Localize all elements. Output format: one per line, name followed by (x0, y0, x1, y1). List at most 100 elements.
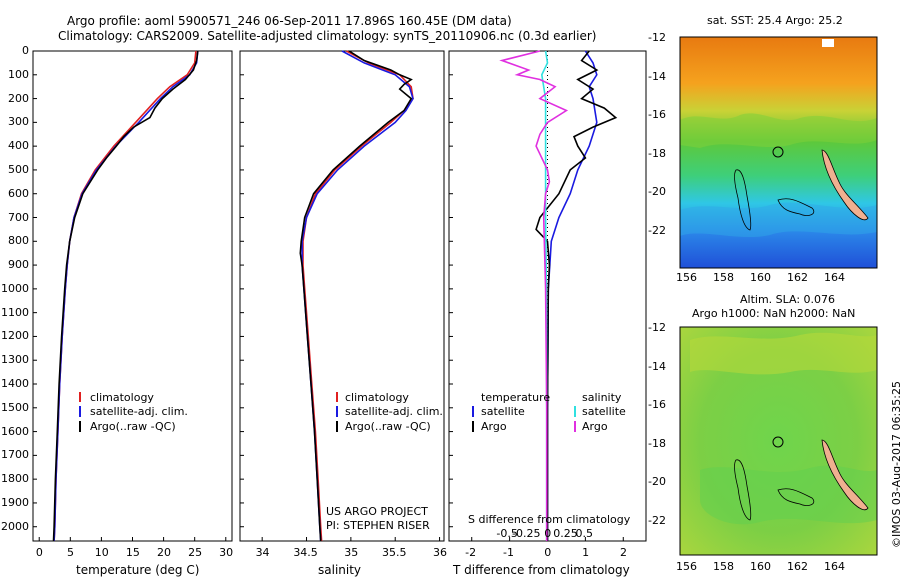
x-tick-label: 35 (344, 546, 359, 559)
diff-legend-sal-argo: Argo (582, 420, 608, 433)
depth-axis (33, 50, 453, 528)
sst-map-frame (679, 36, 878, 269)
map-lon-tick-label: 164 (824, 271, 845, 284)
x-tick-label: 34.5 (293, 546, 318, 559)
salinity-series (299, 50, 414, 542)
map-lat-tick-label: -18 (648, 436, 666, 450)
x-tick-label: 20 (156, 546, 171, 559)
x-tick-label: 15 (125, 546, 140, 559)
depth-tick-label: 1800 (1, 472, 29, 486)
title-line-2: Climatology: CARS2009. Satellite-adjuste… (58, 29, 597, 43)
map-lon-tick-label: 158 (713, 560, 734, 573)
difference-series (499, 50, 618, 541)
map-lat-tick-label: -12 (648, 321, 666, 334)
sal-legend-satellite: satellite-adj. clim. (345, 405, 443, 418)
map-lat-tick-label: -18 (648, 146, 666, 160)
sal-legend-climatology: climatology (345, 391, 409, 404)
depth-tick-label: 1000 (1, 281, 29, 295)
depth-tick-label: 1400 (1, 377, 29, 390)
depth-tick-label: 500 (8, 162, 29, 176)
diff-legend-swatches (472, 406, 576, 432)
depth-tick-label: 1300 (1, 353, 29, 367)
t-diff-tick-label: -2 (465, 546, 477, 559)
x-tick-label: 30 (219, 546, 234, 559)
sst-map-title: sat. SST: 25.4 Argo: 25.2 (707, 14, 843, 27)
map-lon-tick-label: 164 (824, 560, 845, 573)
depth-tick-label: 0 (22, 44, 29, 57)
map-lon-tick-label: 156 (676, 560, 697, 573)
t-diff-tick-label: 2 (619, 546, 627, 559)
map-lon-tick-label: 160 (750, 560, 771, 573)
title-line-1: Argo profile: aoml 5900571_246 06-Sep-20… (67, 14, 512, 28)
map-lon-tick-label: 162 (787, 271, 808, 284)
credits-project: US ARGO PROJECT (326, 505, 428, 518)
map-lat-tick-label: -14 (648, 359, 666, 373)
depth-tick-label: 1500 (1, 400, 29, 414)
x-tick-label: 5 (67, 546, 74, 559)
diff-legend-temp-argo: Argo (481, 420, 507, 433)
x-tick-label: 0 (35, 546, 43, 559)
s-diff-tick-label: 0 (544, 527, 552, 540)
s-diff-tick-label: 0.25 (553, 527, 578, 540)
diff-legend-sal-title: salinity (582, 391, 622, 404)
salinity-x-axis (261, 537, 441, 541)
depth-tick-label: 2000 (1, 519, 29, 533)
map-lon-tick-label: 162 (787, 560, 808, 573)
x-tick-label: 10 (94, 546, 109, 559)
temp-legend-argo: Argo(..raw -QC) (90, 420, 176, 433)
credits-pi: PI: STEPHEN RISER (326, 519, 430, 532)
temperature-panel-frame (32, 50, 233, 542)
temperature-axis-label: temperature (deg C) (76, 563, 200, 577)
depth-tick-label: 1600 (1, 424, 29, 438)
sla-map-title-2: Argo h1000: NaN h2000: NaN (692, 307, 856, 320)
map-lat-tick-label: -14 (648, 69, 666, 83)
depth-tick-label: 800 (8, 234, 29, 248)
sla-map-frame (679, 326, 878, 556)
timestamp: ©IMOS 03-Aug-2017 06:35:25 (890, 381, 900, 548)
depth-tick-label: 1100 (1, 305, 29, 319)
depth-tick-label: 300 (8, 115, 29, 129)
diff-legend-temp-title: temperature (481, 391, 551, 404)
series-line-0-1 (53, 50, 199, 542)
map-lat-tick-label: -16 (648, 108, 666, 121)
map-lon-tick-label: 158 (713, 271, 734, 284)
series-line-1-0 (302, 50, 414, 542)
series-line-2-3 (499, 50, 569, 541)
x-tick-label: 25 (188, 546, 203, 559)
depth-tick-label: 1200 (1, 329, 29, 343)
x-tick-label: 35.5 (382, 546, 407, 559)
series-line-1-1 (301, 50, 414, 542)
t-diff-tick-label: 1 (582, 546, 590, 559)
map-lat-tick-label: -22 (648, 513, 666, 527)
sal-legend-argo: Argo(..raw -QC) (345, 420, 431, 433)
s-diff-label: S difference from climatology (468, 513, 631, 526)
map-lat-tick-label: -12 (648, 31, 666, 44)
x-tick-label: 36 (432, 546, 447, 559)
depth-tick-label: 200 (8, 91, 29, 105)
x-tick-label: 34 (255, 546, 270, 559)
series-line-2-0 (546, 50, 598, 541)
depth-tick-label: 400 (8, 139, 29, 153)
diff-legend-sal-sat: satellite (582, 405, 626, 418)
t-diff-label: T difference from climatology (453, 563, 630, 577)
depth-tick-label: 1900 (1, 495, 29, 509)
map-lat-tick-label: -20 (648, 475, 666, 488)
sla-map-title-1: Altim. SLA: 0.076 (740, 293, 836, 306)
depth-tick-label: 1700 (1, 448, 29, 462)
t-diff-tick-label: 0 (544, 546, 552, 559)
depth-tick-label: 900 (8, 258, 29, 272)
depth-tick-label: 600 (8, 186, 29, 200)
map-lat-tick-label: -16 (648, 398, 666, 411)
sla-map (680, 327, 877, 555)
map-lon-tick-label: 160 (750, 271, 771, 284)
map-lat-tick-label: -22 (648, 223, 666, 237)
sst-map (680, 37, 877, 268)
series-line-2-1 (535, 50, 618, 541)
temperature-series (52, 50, 199, 542)
temp-legend-climatology: climatology (90, 391, 154, 404)
diff-legend-temp-sat: satellite (481, 405, 525, 418)
series-line-0-2 (52, 50, 199, 542)
series-line-0-0 (53, 50, 197, 542)
depth-tick-label: 100 (8, 67, 29, 81)
